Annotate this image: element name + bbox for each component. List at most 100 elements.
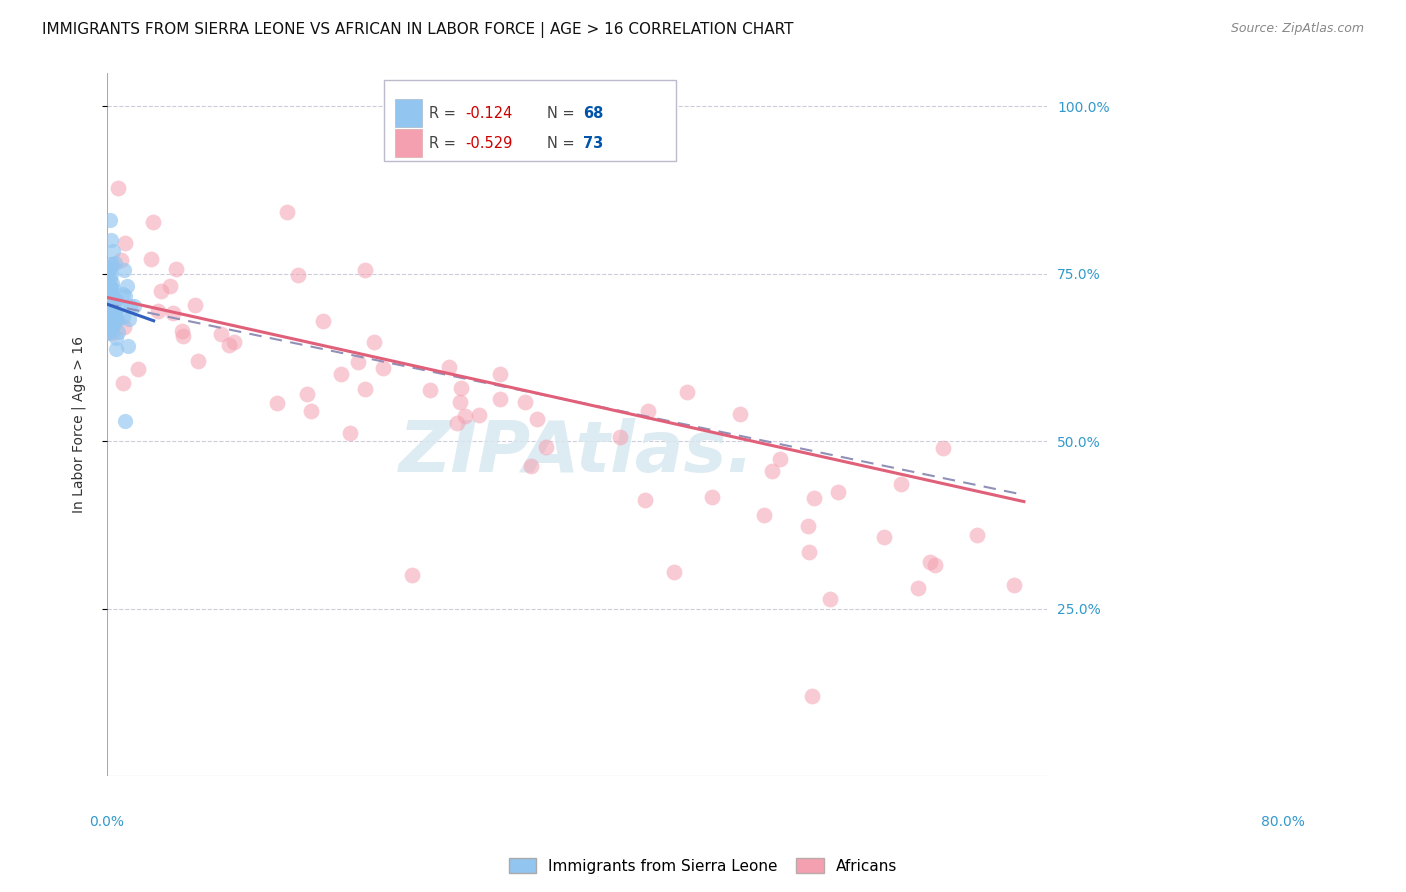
Point [112,310,135,325]
Point [120,299,142,313]
Point [700,491,723,505]
Point [97,293,120,308]
Point [165,261,187,276]
Point [437,360,460,375]
Point [98,285,121,300]
Point [105,293,128,308]
Point [115,278,138,293]
Text: 73: 73 [582,136,603,151]
Point [918,555,941,569]
Y-axis label: In Labor Force | Age > 16: In Labor Force | Age > 16 [72,336,86,513]
Point [117,339,139,353]
Point [100,321,122,335]
Point [112,263,135,277]
Point [446,416,468,430]
Point [97,282,120,296]
Point [96,303,118,318]
Text: ZIPAtlas.: ZIPAtlas. [399,418,755,487]
Point [100,301,122,316]
Point [100,234,122,248]
Point [100,308,122,322]
Point [97,277,120,291]
Point [797,545,820,559]
FancyBboxPatch shape [395,99,422,128]
Point [112,287,135,301]
Point [536,440,558,454]
Point [96,280,118,294]
Point [98,298,121,312]
Point [104,307,127,321]
Point [589,143,612,157]
Point [107,181,129,195]
Point [187,354,209,368]
Point [159,279,181,293]
Point [609,430,631,444]
Point [354,263,377,277]
Text: IMMIGRANTS FROM SIERRA LEONE VS AFRICAN IN LABOR FORCE | AGE > 16 CORRELATION CH: IMMIGRANTS FROM SIERRA LEONE VS AFRICAN … [42,22,793,38]
Point [467,408,489,422]
Point [97,261,120,276]
Text: -0.124: -0.124 [465,105,512,120]
Point [312,314,335,328]
Point [108,299,131,313]
Point [339,425,361,440]
Point [101,257,124,271]
Point [100,281,122,295]
Point [222,334,245,349]
Point [148,304,170,318]
Point [662,565,685,579]
Point [803,491,825,506]
Point [101,301,124,316]
Point [519,459,541,474]
Point [101,326,124,341]
Point [100,306,122,320]
Point [797,519,820,533]
Point [162,305,184,319]
Text: -0.529: -0.529 [465,136,512,151]
Point [184,298,207,312]
Point [107,325,129,339]
Point [818,591,841,606]
Point [266,396,288,410]
Point [287,268,309,282]
Text: N =: N = [547,105,579,120]
Point [1002,578,1025,592]
Point [97,318,120,333]
Point [98,288,121,302]
Point [101,290,124,304]
Point [907,581,929,595]
Point [218,338,240,352]
Legend: Immigrants from Sierra Leone, Africans: Immigrants from Sierra Leone, Africans [502,852,904,880]
Point [103,304,125,318]
Point [97,261,120,276]
Point [98,213,121,227]
Point [96,318,118,332]
Point [637,404,659,418]
Text: 68: 68 [582,105,603,120]
Point [634,492,657,507]
Point [100,267,122,281]
Point [103,303,125,318]
Point [114,414,136,428]
Point [98,308,121,322]
Text: 0.0%: 0.0% [89,814,124,829]
Point [97,263,120,277]
Point [419,383,441,397]
Point [276,205,298,219]
Point [98,272,121,286]
Point [122,299,145,313]
Point [100,257,122,271]
Point [209,326,232,341]
Point [330,368,353,382]
Point [450,381,472,395]
Point [924,558,946,572]
Point [98,261,121,276]
Point [105,310,128,325]
Point [103,318,125,332]
Point [104,293,127,307]
Point [347,355,370,369]
Point [676,385,699,400]
Point [139,252,162,267]
Point [104,256,127,270]
Point [112,376,135,391]
